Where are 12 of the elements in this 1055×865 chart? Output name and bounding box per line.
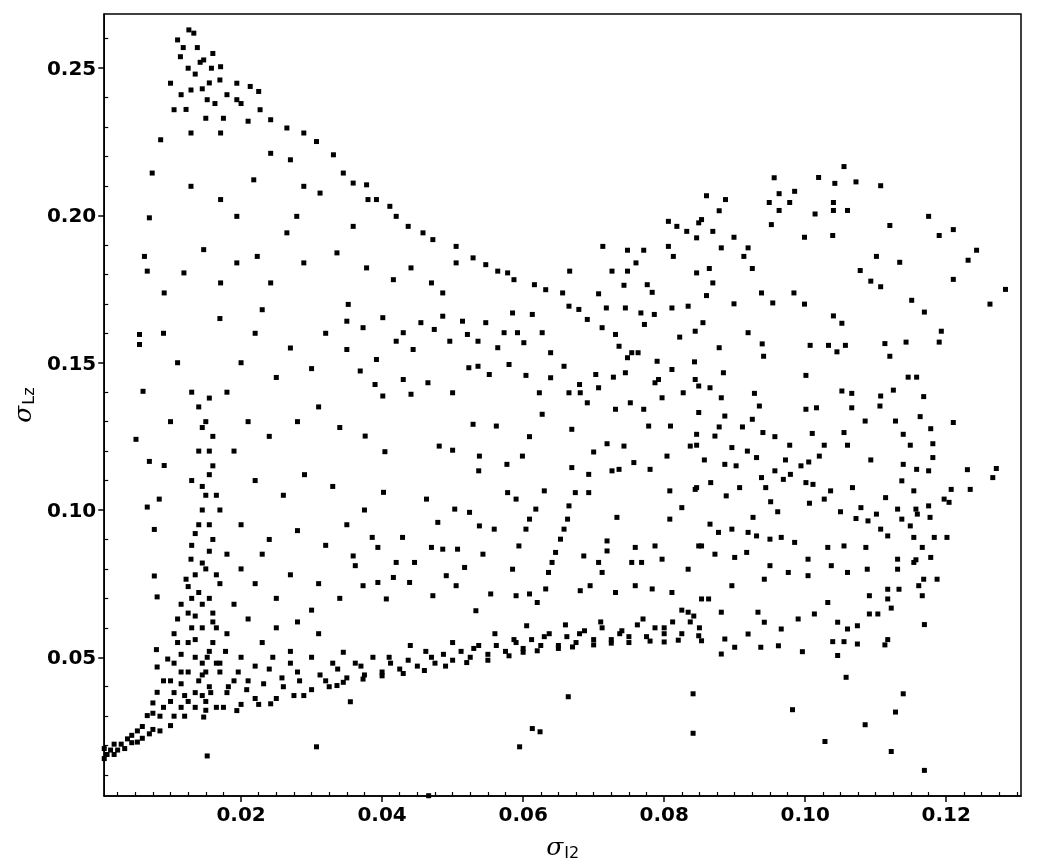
- x-tick-label: 0.02: [216, 802, 266, 826]
- y-tick-label: 0.10: [46, 498, 97, 522]
- y-tick-label: 0.20: [46, 203, 97, 228]
- y-axis-title: σLz: [7, 387, 38, 423]
- y-tick-label: 0.05: [46, 645, 97, 670]
- y-tick-label: 0.25: [46, 56, 97, 81]
- x-tick-label: 0.12: [921, 802, 971, 826]
- x-tick-label: 0.08: [639, 802, 689, 826]
- y-tick-label: 0.15: [46, 350, 97, 375]
- x-tick-label: 0.04: [357, 802, 407, 826]
- x-tick-label: 0.06: [498, 802, 548, 826]
- x-tick-label: 0.10: [780, 802, 830, 826]
